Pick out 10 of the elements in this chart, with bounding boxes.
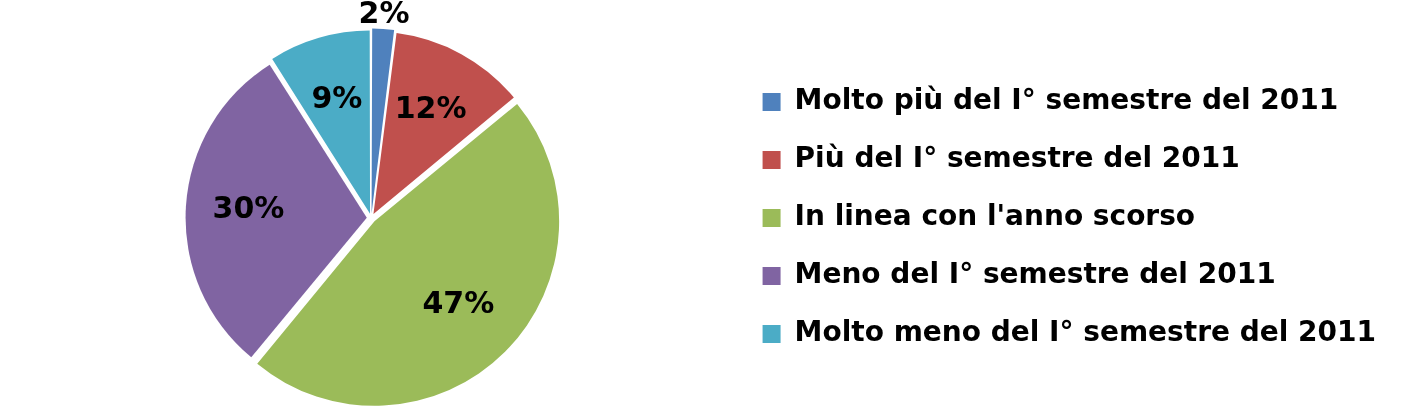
legend-label: Molto meno del I° semestre del 2011 xyxy=(794,315,1377,349)
legend-label: In linea con l'anno scorso xyxy=(794,199,1196,233)
data-label: 30% xyxy=(212,190,285,226)
data-label: 9% xyxy=(311,79,363,115)
legend-label: Molto più del I° semestre del 2011 xyxy=(794,83,1339,117)
legend-label: Più del I° semestre del 2011 xyxy=(794,141,1240,175)
data-label: 47% xyxy=(422,284,495,320)
legend-label: Meno del I° semestre del 2011 xyxy=(794,257,1276,291)
data-label: 2% xyxy=(358,0,410,31)
data-label: 12% xyxy=(394,89,467,125)
